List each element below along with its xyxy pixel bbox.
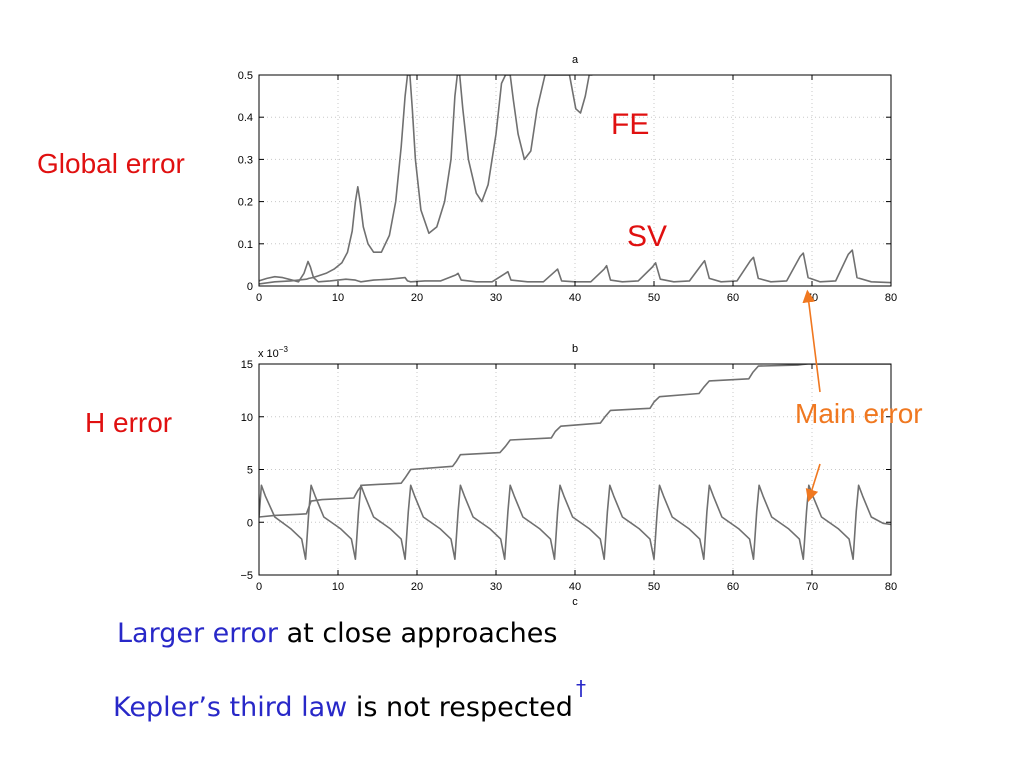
- chart-a-series-SV: [259, 249, 891, 284]
- chart-a-xtick-label-30: 30: [490, 292, 502, 304]
- h-error-label: H error: [85, 407, 173, 438]
- global-error-label: Global error: [37, 148, 185, 179]
- chart-a-ytick-label-2: 0.2: [238, 197, 253, 209]
- chart-b-title: b: [572, 343, 578, 355]
- chart-b-xtick-label-10: 10: [332, 581, 344, 593]
- chart-a-xtick-label-80: 80: [885, 292, 897, 304]
- chart-b-xtick-label-40: 40: [569, 581, 581, 593]
- chart-b-series-staircase: [259, 364, 891, 518]
- chart-b-xtick-label-60: 60: [727, 581, 739, 593]
- chart-b-xtick-label-30: 30: [490, 581, 502, 593]
- caption-1-rest: at close approaches: [278, 618, 558, 649]
- chart-a-series-FE: [259, 75, 593, 285]
- caption-2-highlight: Kepler’s third law: [113, 692, 348, 723]
- sv-label: SV: [627, 220, 668, 253]
- dagger-mark: †: [576, 676, 586, 700]
- chart-b-ytick-label-1: 0: [247, 517, 253, 529]
- chart-b-xtick-label-70: 70: [806, 581, 818, 593]
- chart-a-xtick-label-20: 20: [411, 292, 423, 304]
- chart-a-ytick-label-4: 0.4: [238, 112, 253, 124]
- chart-b-ytick-label-3: 10: [241, 412, 253, 424]
- caption-line-1: Larger error at close approaches: [117, 618, 557, 649]
- chart-a-ytick-label-5: 0.5: [238, 70, 253, 82]
- main-error-label: Main error: [795, 398, 923, 429]
- chart-a-xtick-label-50: 50: [648, 292, 660, 304]
- caption-1-highlight: Larger error: [117, 618, 279, 649]
- chart-b-xtick-label-0: 0: [256, 581, 262, 593]
- chart-b-ytick-label-0: −5: [240, 570, 253, 582]
- chart-b-xtick-label-20: 20: [411, 581, 423, 593]
- arrow-to-top-chart: [802, 289, 821, 393]
- chart-a-ytick-label-1: 0.1: [238, 239, 253, 251]
- chart-a-ytick-label-3: 0.3: [238, 154, 253, 166]
- chart-b-xtick-label-80: 80: [885, 581, 897, 593]
- chart-b-ytick-label-4: 15: [241, 359, 253, 371]
- chart-b-ytick-label-2: 5: [247, 465, 253, 477]
- caption-2-rest: is not respected: [347, 692, 573, 723]
- chart-a-xtick-label-10: 10: [332, 292, 344, 304]
- chart-b-xtick-label-50: 50: [648, 581, 660, 593]
- caption-line-2: Kepler’s third law is not respected: [113, 692, 573, 723]
- chart-a-xtick-label-40: 40: [569, 292, 581, 304]
- chart-b-xlabel: c: [572, 596, 578, 608]
- chart-a-xtick-label-60: 60: [727, 292, 739, 304]
- chart-b-series-oscillation: [259, 484, 891, 561]
- chart-a-xtick-label-0: 0: [256, 292, 262, 304]
- chart-b-y-multiplier-exp: −3: [279, 345, 289, 354]
- arrow-to-bottom-chart: [805, 463, 821, 503]
- chart-a-title: a: [572, 54, 579, 66]
- fe-label: FE: [611, 108, 650, 141]
- chart-a-ytick-label-0: 0: [247, 281, 253, 293]
